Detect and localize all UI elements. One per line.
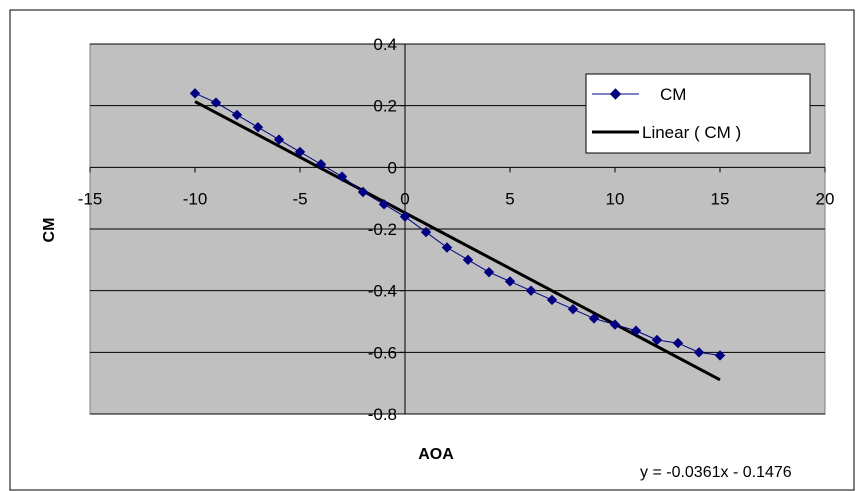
data-point bbox=[567, 303, 579, 315]
data-point bbox=[588, 313, 600, 324]
legend-box bbox=[585, 73, 811, 154]
data-point bbox=[504, 276, 516, 287]
data-point bbox=[609, 319, 621, 330]
data-point bbox=[420, 226, 432, 238]
labels: -15 -10 -5 0 5 10 15 200.40.20-0.2-0.4-0.6-0.8 bbox=[78, 35, 835, 424]
y-tick-label: 0 bbox=[388, 158, 397, 177]
x-tick-label: 5 bbox=[505, 189, 514, 208]
data-point bbox=[672, 337, 684, 349]
data-point bbox=[693, 347, 705, 358]
y-tick-label: -0.4 bbox=[368, 282, 397, 301]
data-point bbox=[462, 254, 474, 266]
data-point bbox=[231, 109, 243, 121]
x-tick-label: 20 bbox=[816, 189, 835, 208]
x-axis-label: AOA bbox=[418, 446, 454, 463]
trendline-equation: y = -0.0361x - 0.1476 bbox=[640, 464, 792, 481]
legend-cm-marker bbox=[609, 88, 622, 100]
data-point bbox=[441, 242, 453, 253]
data-point bbox=[336, 171, 348, 182]
x-tick-label: -15 bbox=[78, 189, 103, 208]
data-point bbox=[399, 211, 411, 222]
data-point bbox=[651, 334, 663, 346]
y-tick-label: -0.2 bbox=[368, 220, 397, 239]
x-tick-label: 15 bbox=[711, 189, 730, 208]
x-tick-label: 0 bbox=[400, 189, 409, 208]
y-tick-label: -0.8 bbox=[368, 405, 397, 424]
data-point bbox=[189, 88, 201, 99]
x-tick-label: -10 bbox=[183, 189, 208, 208]
data-point bbox=[315, 159, 327, 170]
data-point bbox=[714, 350, 726, 361]
data-point bbox=[273, 134, 285, 145]
legend: CM Linear ( CM ) bbox=[585, 73, 811, 154]
x-tick-label: 10 bbox=[606, 189, 625, 208]
data-point bbox=[630, 325, 642, 336]
data-point bbox=[294, 146, 306, 158]
y-tick-label: 0.4 bbox=[373, 35, 397, 54]
trendline bbox=[194, 100, 721, 382]
data-point bbox=[252, 122, 264, 133]
data-point bbox=[546, 294, 558, 306]
legend-linear-label: Linear ( CM ) bbox=[642, 123, 741, 142]
y-tick-label: 0.2 bbox=[373, 97, 397, 116]
y-axis-label: CM bbox=[41, 218, 58, 243]
data-point bbox=[210, 97, 222, 108]
data-point bbox=[357, 186, 369, 198]
data-point bbox=[483, 266, 495, 278]
legend-cm-label: CM bbox=[660, 85, 686, 104]
axes bbox=[89, 43, 826, 415]
series-layer bbox=[189, 88, 726, 382]
y-tick-label: -0.6 bbox=[368, 343, 397, 362]
data-point bbox=[525, 285, 537, 296]
data-point bbox=[378, 199, 390, 210]
x-tick-label: -5 bbox=[292, 189, 307, 208]
